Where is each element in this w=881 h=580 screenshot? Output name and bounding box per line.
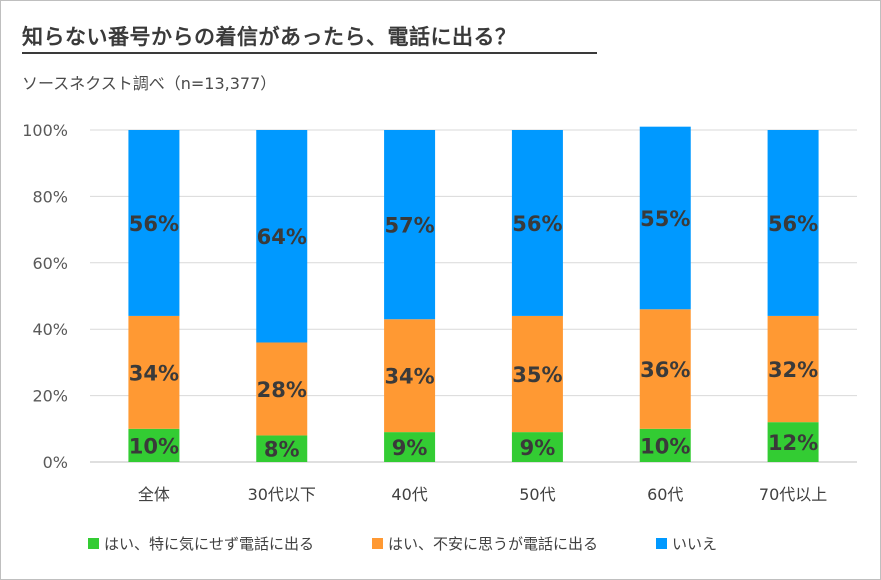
y-tick-label: 80% <box>32 187 68 206</box>
chart-legend: はい、特に気にせず電話に出る はい、不安に思うが電話に出る いいえ <box>88 533 775 554</box>
bar-segment <box>767 130 819 316</box>
legend-item-answer-no: いいえ <box>656 533 717 554</box>
bar-segment <box>511 315 563 433</box>
data-label: 64% <box>257 225 307 249</box>
bar-segment <box>256 435 308 462</box>
legend-label: はい、不安に思うが電話に出る <box>388 535 599 553</box>
legend-item-answer-yes-worried: はい、不安に思うが電話に出る <box>372 533 598 554</box>
bar-segment <box>384 432 436 462</box>
data-label: 35% <box>512 363 562 387</box>
chart-title: 知らない番号からの着信があったら、電話に出る？ <box>22 25 517 49</box>
bar-segment <box>639 309 691 429</box>
x-tick-label: 全体 <box>138 485 170 504</box>
bar-segment <box>256 130 308 343</box>
legend-label: いいえ <box>672 535 718 553</box>
bar-segment <box>767 422 819 462</box>
title-underline <box>22 52 597 54</box>
legend-swatch-orange <box>372 538 384 549</box>
bar-segment <box>128 428 180 462</box>
x-tick-label: 50代 <box>519 485 555 504</box>
data-label: 32% <box>768 358 818 382</box>
x-tick-label: 30代以下 <box>248 485 316 504</box>
x-tick-label: 70代以上 <box>759 485 827 504</box>
bar-segment <box>511 130 563 316</box>
legend-swatch-blue <box>656 538 668 549</box>
data-label: 8% <box>264 438 300 462</box>
y-tick-label: 20% <box>32 387 68 406</box>
data-label: 28% <box>257 378 307 402</box>
data-label: 56% <box>512 212 562 236</box>
y-tick-label: 0% <box>43 453 68 472</box>
bar-segment <box>256 342 308 436</box>
legend-item-answer-yes-no-worry: はい、特に気にせず電話に出る <box>88 533 314 554</box>
chart-subtitle: ソースネクスト調べ（n=13,377） <box>22 74 277 93</box>
data-label: 56% <box>768 212 818 236</box>
x-tick-label: 40代 <box>391 485 427 504</box>
y-tick-label: 60% <box>32 254 68 273</box>
bar-segment <box>639 126 691 310</box>
bar-segment <box>384 319 436 433</box>
data-label: 10% <box>129 434 179 458</box>
data-label: 34% <box>384 365 434 389</box>
x-tick-label: 60代 <box>647 485 683 504</box>
bar-segment <box>639 428 691 462</box>
data-label: 57% <box>384 214 434 238</box>
data-label: 12% <box>768 431 818 455</box>
y-tick-label: 40% <box>32 320 68 339</box>
bar-segment <box>128 315 180 429</box>
bar-segment <box>767 315 819 423</box>
data-label: 56% <box>129 212 179 236</box>
data-label: 9% <box>392 436 428 460</box>
bar-segment <box>128 130 180 316</box>
legend-label: はい、特に気にせず電話に出る <box>104 535 315 553</box>
data-label: 36% <box>640 358 690 382</box>
data-label: 10% <box>640 434 690 458</box>
bar-segment <box>384 130 436 320</box>
bar-segment <box>511 432 563 462</box>
data-label: 34% <box>129 361 179 385</box>
legend-swatch-green <box>88 538 99 549</box>
data-label: 9% <box>520 436 556 460</box>
data-label: 55% <box>640 207 690 231</box>
y-tick-label: 100% <box>22 121 68 140</box>
